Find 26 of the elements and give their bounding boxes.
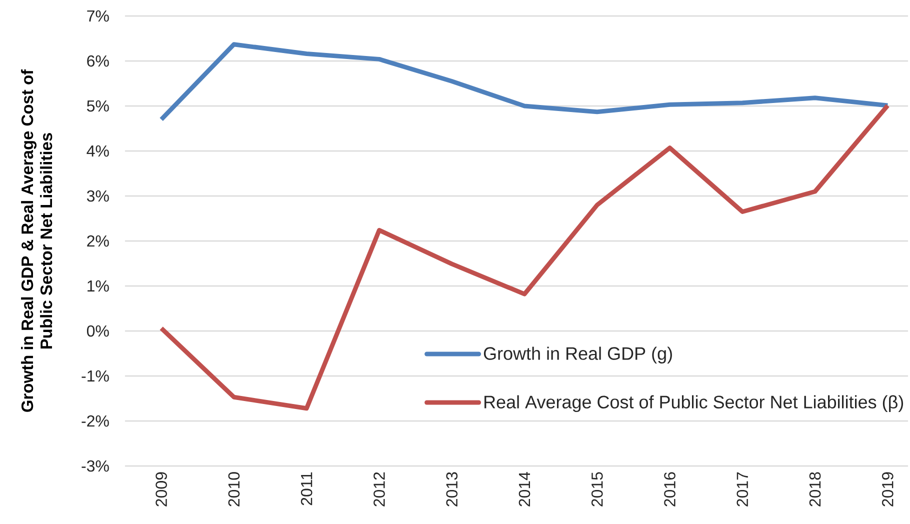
x-tick-label: 2018: [809, 472, 821, 506]
x-tick-label: 2009: [156, 472, 167, 506]
x-tick-label: 2012: [374, 472, 385, 506]
x-tick-label: 2016: [664, 472, 676, 506]
y-tick-label: 4%: [86, 145, 109, 157]
y-tick-label: -3%: [82, 460, 109, 472]
y-tick-label: 5%: [86, 100, 109, 112]
x-tick-label: 2015: [591, 472, 603, 506]
line-series: [159, 42, 890, 122]
x-tick-label: 2014: [518, 472, 530, 506]
x-tick-label: 2017: [736, 472, 748, 506]
x-tick-label: 2019: [882, 472, 894, 506]
x-tick-label: 2010: [228, 472, 240, 506]
legend-label: Real Average Cost of Public Sector Net Liabilities (β): [484, 395, 904, 412]
y-tick-label: 7%: [87, 10, 109, 22]
y-tick-label: 1%: [88, 280, 109, 292]
y-tick-label: -2%: [82, 415, 109, 427]
y-tick-label: 3%: [86, 190, 109, 202]
y-tick-label: -1%: [82, 370, 109, 382]
legend-label: Growth in Real GDP (g): [484, 346, 672, 364]
y-axis-title: Growth in Real GDP & Real Average Cost of Public Sector Net Liabilities: [21, 69, 52, 412]
y-tick-label: 6%: [87, 55, 109, 67]
y-tick-label: 2%: [87, 235, 109, 247]
x-tick-label: 2011: [300, 472, 312, 506]
y-tick-label: 0%: [86, 325, 109, 337]
x-tick-label: 2013: [446, 472, 458, 506]
